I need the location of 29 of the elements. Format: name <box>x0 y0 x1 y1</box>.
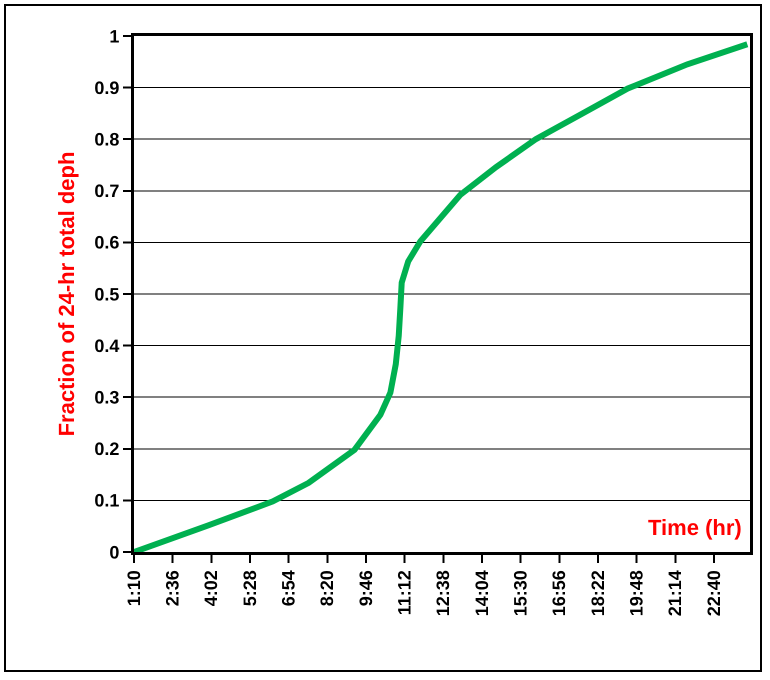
x-tick-label: 4:02 <box>201 570 222 606</box>
y-tick-label: 0.2 <box>94 439 120 460</box>
x-tick-label: 19:48 <box>626 570 647 616</box>
y-tick-label: 0.3 <box>94 388 120 408</box>
x-tick-label: 21:14 <box>665 570 686 616</box>
x-axis-title: Time (hr) <box>648 515 742 540</box>
y-tick-label: 0.8 <box>94 130 120 150</box>
x-tick-label: 16:56 <box>549 570 570 616</box>
x-tick-label: 12:38 <box>433 570 454 616</box>
y-tick-label: 0.7 <box>94 181 120 202</box>
x-tick-label: 6:54 <box>278 570 299 606</box>
x-tick-label: 11:12 <box>394 570 415 616</box>
y-tick-label: 0.6 <box>94 232 120 253</box>
x-tick-label: 2:36 <box>162 570 183 606</box>
x-tick-label: 22:40 <box>704 570 724 616</box>
y-tick-label: 0.4 <box>94 336 120 356</box>
x-tick-label: 5:28 <box>240 570 260 606</box>
x-tick-label: 1:10 <box>124 570 144 606</box>
x-tick-label: 8:20 <box>317 570 338 606</box>
y-tick-label: 0.1 <box>94 490 120 511</box>
y-tick-label: 0.9 <box>94 78 120 98</box>
x-tick-label: 9:46 <box>356 570 376 606</box>
x-tick-label: 18:22 <box>588 570 608 616</box>
x-tick-label: 15:30 <box>510 570 531 616</box>
y-tick-label: 0.5 <box>94 284 120 304</box>
x-tick-label: 14:04 <box>472 570 492 616</box>
y-axis-title: Fraction of 24-hr total deph <box>54 152 80 436</box>
y-tick-label: 1 <box>109 26 120 46</box>
y-tick-label: 0 <box>109 542 120 562</box>
